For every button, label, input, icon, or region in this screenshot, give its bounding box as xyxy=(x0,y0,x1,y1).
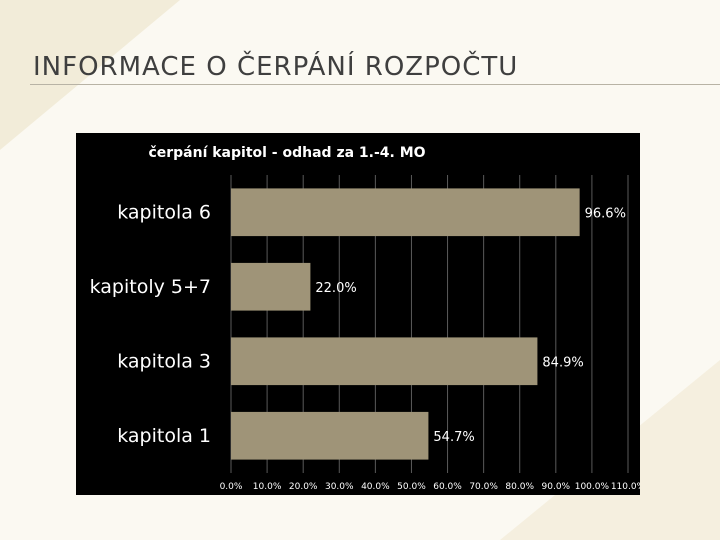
value-label: 22.0% xyxy=(315,281,356,296)
x-tick-label: 50.0% xyxy=(397,482,426,492)
x-tick-label: 70.0% xyxy=(469,482,498,492)
x-tick-label: 20.0% xyxy=(289,482,318,492)
bar xyxy=(231,188,580,237)
category-label: kapitoly 5+7 xyxy=(90,276,211,298)
x-tick-label: 100.0% xyxy=(575,482,610,492)
bars xyxy=(231,188,580,460)
chart-panel: čerpání kapitol - odhad za 1.-4. MO kapi… xyxy=(76,133,646,495)
x-tick-label: 90.0% xyxy=(542,482,571,492)
x-tick-label: 0.0% xyxy=(220,482,243,492)
value-label: 84.9% xyxy=(542,355,583,370)
x-tick-label: 80.0% xyxy=(505,482,534,492)
x-tick-label: 40.0% xyxy=(361,482,390,492)
category-label: kapitola 6 xyxy=(117,201,211,223)
x-tick-label: 110.0% xyxy=(611,482,640,492)
slide-title: INFORMACE O ČERPÁNÍ ROZPOČTU xyxy=(33,52,519,82)
x-tick-label: 30.0% xyxy=(325,482,354,492)
value-label: 96.6% xyxy=(585,206,626,221)
value-label: 54.7% xyxy=(433,430,474,445)
x-tick-label: 60.0% xyxy=(433,482,462,492)
title-underline xyxy=(30,84,720,85)
bar-chart: čerpání kapitol - odhad za 1.-4. MO kapi… xyxy=(90,145,646,492)
bar xyxy=(231,411,429,460)
category-label: kapitola 1 xyxy=(117,425,211,447)
background-corner-top-left xyxy=(0,0,180,150)
value-labels: 96.6% 22.0% 84.9% 54.7% xyxy=(315,206,626,445)
x-axis-ticks: 0.0% 10.0% 20.0% 30.0% 40.0% 50.0% 60.0% 70.0% 8… xyxy=(220,482,646,492)
bar xyxy=(231,337,538,386)
category-label: kapitola 3 xyxy=(117,350,211,372)
bar xyxy=(231,262,311,311)
x-tick-label: 10.0% xyxy=(253,482,282,492)
chart-title: čerpání kapitol - odhad za 1.-4. MO xyxy=(148,145,425,161)
category-labels: kapitola 6 kapitoly 5+7 kapitola 3 kapitola… xyxy=(90,201,211,447)
